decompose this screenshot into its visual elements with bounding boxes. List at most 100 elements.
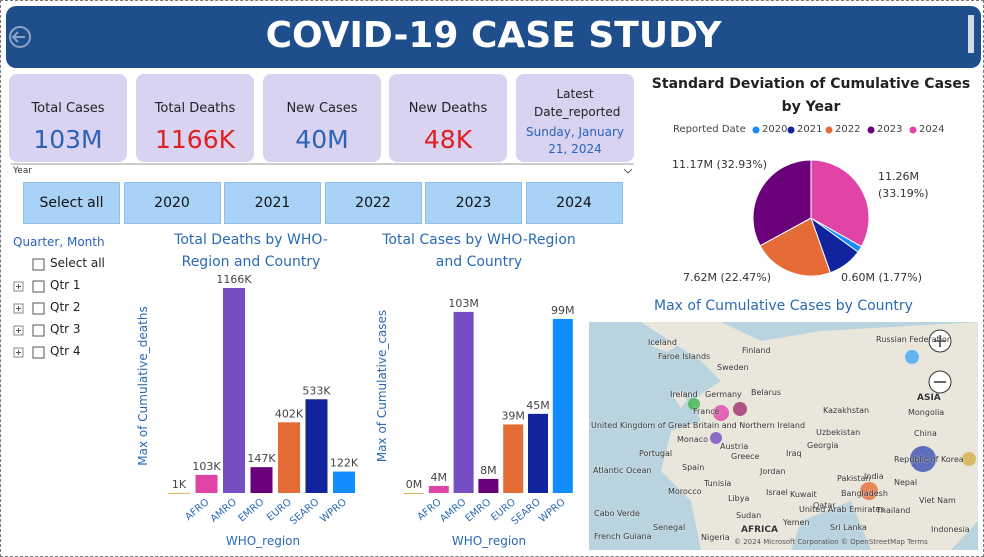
- map-label: Jordan: [760, 467, 786, 476]
- chart-title: Total Deaths by WHO-Region and Country: [174, 232, 328, 270]
- expand-icon-plus: [16, 306, 21, 311]
- bar: [333, 471, 355, 493]
- map-label: Monaco: [677, 435, 709, 444]
- slicer-option[interactable]: Qtr 2: [50, 300, 81, 314]
- chart-title: Standard Deviation of Cumulative Cases b…: [651, 76, 971, 115]
- slicer-option[interactable]: Qtr 1: [50, 278, 81, 292]
- year-button[interactable]: Select all: [23, 182, 120, 224]
- legend-label: 2022: [835, 124, 861, 135]
- data-label: 147K: [247, 452, 276, 465]
- legend-label: 2023: [877, 124, 903, 135]
- legend-swatch: [867, 126, 875, 134]
- slicer-option[interactable]: Qtr 3: [50, 322, 81, 336]
- map-label: Portugal: [639, 449, 673, 458]
- map-label: Greece: [731, 452, 760, 461]
- expand-icon-plus: [16, 350, 21, 355]
- map-label: Yemen: [783, 518, 810, 527]
- data-label: 1166K: [216, 273, 252, 286]
- bar: [278, 422, 300, 493]
- data-label: 8M: [480, 464, 497, 477]
- x-tick-label: AFRO: [183, 497, 211, 523]
- map-label: Atlantic Ocean: [593, 466, 652, 475]
- slicer-option[interactable]: Select all: [50, 256, 105, 270]
- map-bubble: [905, 350, 919, 364]
- back-arrow: [11, 31, 25, 43]
- kpi-card: [516, 74, 634, 162]
- map-label: Kazakhstan: [823, 406, 870, 415]
- x-tick-label: AMRO: [209, 497, 239, 525]
- data-label: 39M: [501, 409, 525, 422]
- bar: [478, 478, 499, 493]
- data-label: 0M: [406, 478, 423, 491]
- map-label: Iraq: [786, 449, 802, 458]
- year-button[interactable]: 2021: [224, 182, 321, 224]
- year-button[interactable]: 2022: [324, 182, 422, 224]
- expand-icon-plus: [16, 284, 21, 289]
- year-button[interactable]: 2023: [425, 182, 522, 224]
- card-value: 1166K: [154, 125, 236, 154]
- back-button[interactable]: [9, 26, 31, 48]
- card-label: New Cases: [286, 101, 358, 116]
- slicer-option[interactable]: Qtr 4: [50, 344, 81, 358]
- axis-title: WHO_region: [451, 534, 527, 548]
- bar: [552, 318, 573, 493]
- kpi-card: [389, 74, 507, 162]
- map-label: Sudan: [736, 511, 762, 520]
- map-bubble: [713, 405, 729, 421]
- map-label: Georgia: [807, 441, 839, 450]
- slice-label: 0.60M (1.77%): [841, 271, 923, 284]
- axis-title: Max of Cumulative_deaths: [136, 306, 150, 465]
- x-tick-label: EMRO: [463, 497, 493, 525]
- card-label: New Deaths: [408, 101, 488, 116]
- legend-swatch: [752, 126, 760, 134]
- data-label: 103M: [448, 297, 479, 310]
- map-label: Iceland: [648, 338, 677, 347]
- legend-label: 2024: [919, 124, 945, 135]
- map-label: Thailand: [876, 506, 911, 515]
- header-bar: [6, 6, 981, 68]
- chart-title: Max of Cumulative Cases by Country: [654, 298, 913, 314]
- bar: [250, 467, 273, 493]
- card-value: 103M: [33, 125, 103, 154]
- kpi-card: [136, 74, 254, 162]
- bar: [503, 424, 524, 493]
- map-land: [673, 390, 687, 408]
- slice-label: 11.26M (33.19%): [878, 170, 929, 200]
- map-label: Ireland: [670, 390, 698, 399]
- data-label: 122K: [330, 457, 359, 470]
- map-label: AFRICA: [741, 525, 778, 535]
- map-label: Germany: [705, 390, 742, 399]
- slicer-title: Quarter, Month: [13, 235, 105, 249]
- card-value: 40M: [295, 125, 349, 154]
- map-label: Austria: [720, 442, 749, 451]
- legend-swatch: [787, 126, 795, 134]
- legend-label: 2020: [762, 124, 788, 135]
- map-label: Nepal: [894, 478, 918, 487]
- checkbox: [32, 346, 45, 359]
- checkbox: [32, 258, 45, 271]
- map-label: Mongolia: [908, 408, 945, 417]
- map-label: Republic of Korea: [894, 455, 964, 464]
- chart-title: Total Cases by WHO-Region and Country: [382, 232, 576, 270]
- dropdown-icon[interactable]: [623, 168, 633, 174]
- map-label: Tunisia: [704, 479, 732, 488]
- bar: [428, 485, 449, 493]
- map-bubble: [733, 402, 747, 416]
- year-button[interactable]: 2024: [525, 182, 623, 224]
- year-button[interactable]: 2020: [123, 182, 221, 224]
- data-label: 103K: [192, 460, 221, 473]
- map-bubble: [910, 446, 936, 472]
- map-label: Russian Federation: [876, 335, 952, 344]
- map-label: Sri Lanka: [830, 523, 867, 532]
- data-label: 45M: [526, 399, 550, 412]
- map-label: Libya: [728, 494, 750, 503]
- map-label: United Kingdom of Great Britain and Nort…: [591, 421, 806, 430]
- map-label: Kuwait: [790, 490, 817, 499]
- bar: [168, 492, 190, 494]
- card-value: Sunday, January 21, 2024: [525, 125, 625, 156]
- map-label: Faroe Islands: [658, 352, 711, 361]
- x-tick-label: EMRO: [237, 497, 267, 525]
- slice-label: 7.62M (22.47%): [683, 271, 772, 284]
- data-label: 533K: [302, 384, 331, 397]
- map-label: Viet Nam: [919, 496, 956, 505]
